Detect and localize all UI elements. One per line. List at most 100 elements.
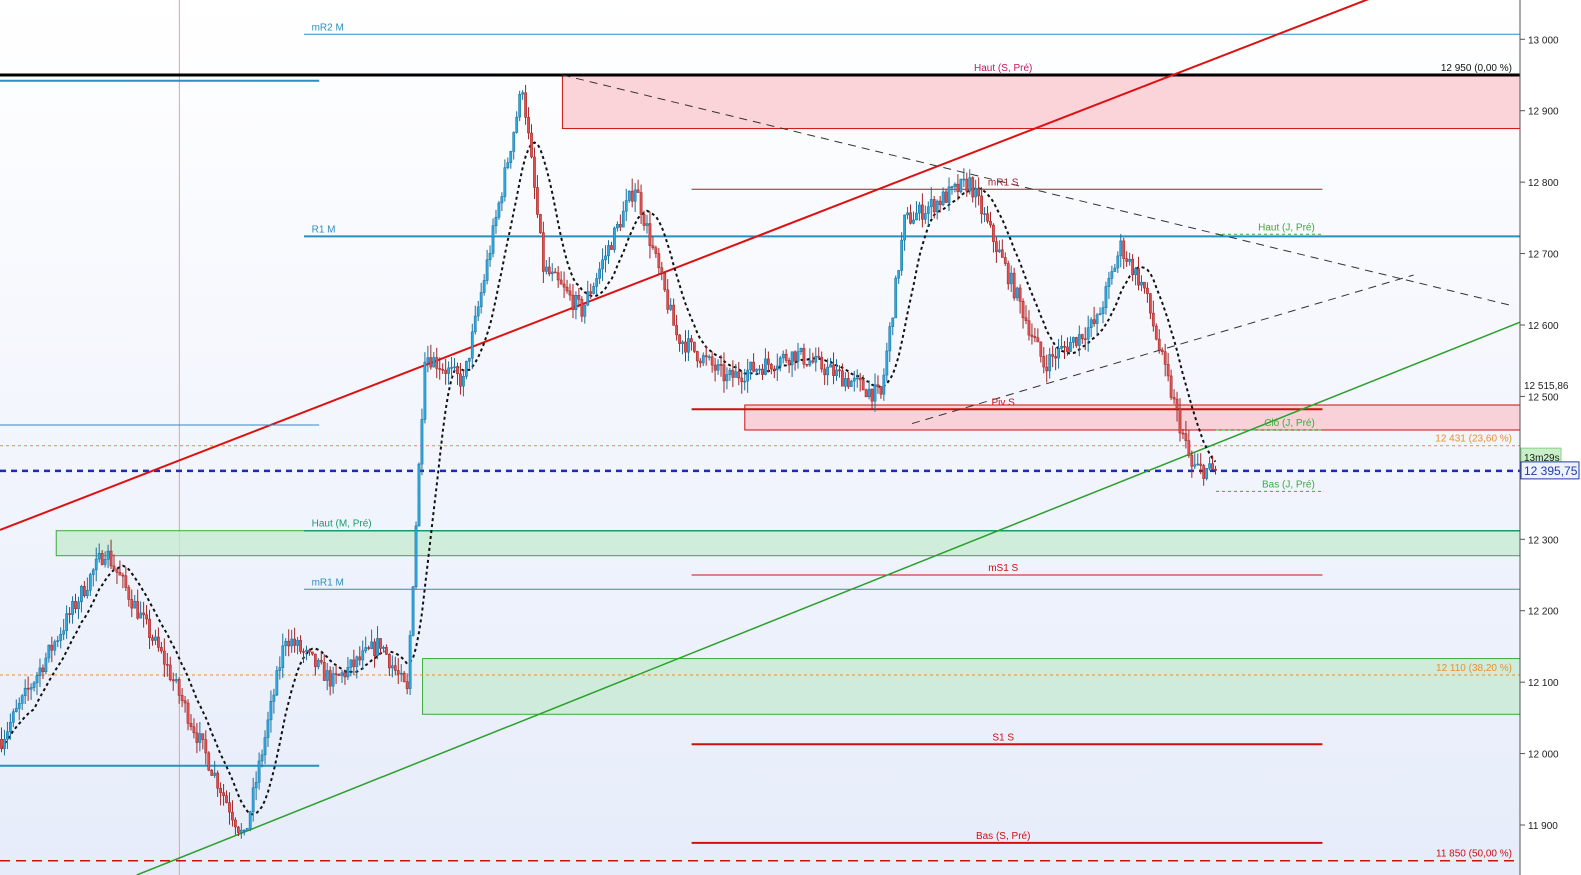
- candle-body[interactable]: [704, 355, 708, 358]
- candle-body[interactable]: [109, 550, 113, 567]
- candle-body[interactable]: [716, 364, 720, 371]
- candle-body[interactable]: [364, 647, 368, 652]
- candle-body[interactable]: [266, 719, 270, 738]
- candle-body[interactable]: [441, 368, 445, 371]
- candle-body[interactable]: [1024, 317, 1028, 321]
- candle-body[interactable]: [947, 186, 951, 203]
- candle-body[interactable]: [654, 247, 658, 254]
- candle-body[interactable]: [571, 294, 575, 310]
- candle-body[interactable]: [145, 614, 148, 620]
- candle-body[interactable]: [1175, 398, 1179, 410]
- candle-body[interactable]: [710, 356, 714, 366]
- candle-body[interactable]: [547, 266, 551, 275]
- candle-body[interactable]: [296, 640, 299, 646]
- candle-body[interactable]: [94, 558, 98, 571]
- candle-body[interactable]: [592, 286, 596, 294]
- candle-body[interactable]: [506, 162, 510, 168]
- candle-body[interactable]: [444, 369, 448, 374]
- candle-body[interactable]: [1140, 281, 1143, 286]
- candle-body[interactable]: [923, 213, 927, 220]
- candle-body[interactable]: [687, 338, 690, 353]
- candle-body[interactable]: [678, 334, 681, 344]
- candle-body[interactable]: [393, 665, 397, 671]
- candle-body[interactable]: [1101, 307, 1105, 314]
- candle-body[interactable]: [1202, 465, 1206, 479]
- candle-body[interactable]: [959, 178, 963, 193]
- candle-body[interactable]: [59, 633, 63, 641]
- candle-body[interactable]: [26, 687, 30, 690]
- candle-body[interactable]: [1184, 433, 1188, 441]
- candle-body[interactable]: [995, 241, 998, 252]
- candle-body[interactable]: [222, 792, 225, 796]
- candle-body[interactable]: [231, 811, 234, 821]
- candle-body[interactable]: [746, 369, 750, 382]
- candle-body[interactable]: [8, 722, 12, 732]
- candle-body[interactable]: [432, 357, 436, 368]
- candle-body[interactable]: [399, 672, 403, 675]
- candle-body[interactable]: [1045, 366, 1049, 372]
- candle-body[interactable]: [565, 286, 569, 292]
- candle-body[interactable]: [322, 661, 326, 681]
- candle-body[interactable]: [648, 223, 652, 246]
- candle-body[interactable]: [811, 360, 815, 363]
- candle-body[interactable]: [1051, 354, 1055, 357]
- candle-body[interactable]: [761, 368, 764, 375]
- candle-body[interactable]: [1151, 312, 1155, 327]
- candle-body[interactable]: [281, 645, 285, 668]
- candle-body[interactable]: [944, 191, 948, 203]
- candle-body[interactable]: [201, 733, 205, 740]
- candle-body[interactable]: [793, 351, 797, 362]
- candle-body[interactable]: [814, 355, 818, 363]
- candle-body[interactable]: [74, 601, 77, 609]
- candle-body[interactable]: [817, 355, 821, 358]
- candle-body[interactable]: [539, 214, 542, 233]
- candles-layer[interactable]: [0, 84, 1217, 839]
- trendline-asc-trend[interactable]: [911, 274, 1414, 425]
- candle-body[interactable]: [361, 650, 365, 661]
- candle-body[interactable]: [376, 638, 379, 656]
- candle-body[interactable]: [305, 649, 308, 652]
- candle-body[interactable]: [100, 552, 104, 565]
- candle-body[interactable]: [692, 341, 696, 352]
- candle-body[interactable]: [533, 156, 536, 188]
- candle-body[interactable]: [290, 638, 294, 647]
- candle-body[interactable]: [1027, 320, 1031, 336]
- candle-body[interactable]: [154, 636, 157, 641]
- candle-body[interactable]: [118, 572, 122, 576]
- candle-body[interactable]: [1083, 338, 1087, 341]
- candle-body[interactable]: [562, 283, 566, 288]
- candle-body[interactable]: [429, 357, 433, 368]
- candle-body[interactable]: [405, 681, 409, 689]
- candle-body[interactable]: [541, 232, 545, 272]
- candle-body[interactable]: [1208, 463, 1211, 469]
- candle-body[interactable]: [527, 117, 530, 134]
- candle-body[interactable]: [343, 672, 347, 678]
- candle-body[interactable]: [186, 702, 190, 724]
- candle-body[interactable]: [198, 733, 202, 743]
- candle-body[interactable]: [189, 723, 193, 727]
- candle-body[interactable]: [165, 663, 169, 666]
- candle-body[interactable]: [325, 670, 329, 681]
- candle-body[interactable]: [1066, 346, 1069, 352]
- candle-body[interactable]: [1134, 268, 1137, 276]
- candle-body[interactable]: [213, 772, 217, 776]
- candle-body[interactable]: [35, 675, 39, 684]
- candle-body[interactable]: [20, 695, 24, 704]
- candle-body[interactable]: [1110, 271, 1114, 279]
- candle-body[interactable]: [891, 317, 895, 327]
- candle-body[interactable]: [556, 272, 560, 281]
- candle-body[interactable]: [1128, 258, 1132, 262]
- candle-body[interactable]: [749, 361, 753, 371]
- candle-body[interactable]: [83, 586, 86, 596]
- candle-body[interactable]: [251, 787, 255, 813]
- candle-body[interactable]: [941, 191, 945, 206]
- candle-body[interactable]: [657, 253, 661, 269]
- candle-body[interactable]: [396, 670, 400, 675]
- candle-body[interactable]: [130, 599, 134, 609]
- candle-body[interactable]: [1003, 257, 1007, 264]
- candle-body[interactable]: [1054, 356, 1057, 359]
- candle-body[interactable]: [962, 178, 966, 181]
- candle-body[interactable]: [583, 304, 587, 317]
- candle-body[interactable]: [772, 368, 776, 371]
- candle-body[interactable]: [740, 377, 744, 383]
